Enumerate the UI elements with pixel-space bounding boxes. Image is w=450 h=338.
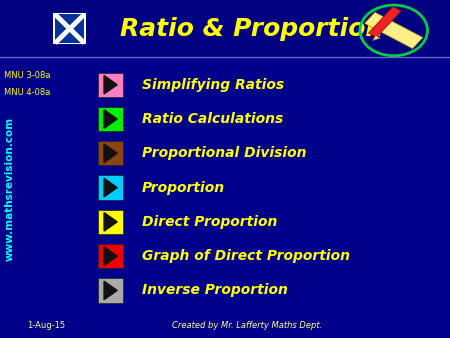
Text: 1-Aug-15: 1-Aug-15 [27,320,65,330]
Bar [53,13,86,45]
Text: Ratio & Proportion: Ratio & Proportion [121,17,383,41]
Bar [98,244,122,268]
Text: Created by Mr. Lafferty Maths Dept.: Created by Mr. Lafferty Maths Dept. [172,320,323,330]
Polygon shape [104,247,117,265]
Bar [0,0,450,57]
Polygon shape [104,281,117,300]
Polygon shape [104,75,117,94]
Text: Simplifying Ratios: Simplifying Ratios [142,78,284,92]
Polygon shape [104,213,117,231]
Polygon shape [364,12,423,49]
Bar [98,141,122,166]
Polygon shape [104,178,117,197]
Text: Direct Proportion: Direct Proportion [142,215,277,229]
Bar [55,15,85,43]
Bar [98,175,122,200]
Text: Graph of Direct Proportion: Graph of Direct Proportion [142,249,350,263]
Polygon shape [369,7,401,37]
Polygon shape [104,110,117,128]
Bar [98,107,122,131]
Bar [98,73,122,97]
Bar [98,210,122,234]
Text: MNU 4-08a: MNU 4-08a [4,88,51,97]
Text: MNU 3-08a: MNU 3-08a [4,71,51,80]
Polygon shape [104,144,117,163]
Bar [98,278,122,303]
Polygon shape [373,35,380,41]
Text: Inverse Proportion: Inverse Proportion [142,284,288,297]
Text: Proportional Division: Proportional Division [142,146,306,160]
Text: Ratio Calculations: Ratio Calculations [142,112,283,126]
Text: www.mathsrevision.com: www.mathsrevision.com [5,117,15,261]
Text: Proportion: Proportion [142,180,225,195]
